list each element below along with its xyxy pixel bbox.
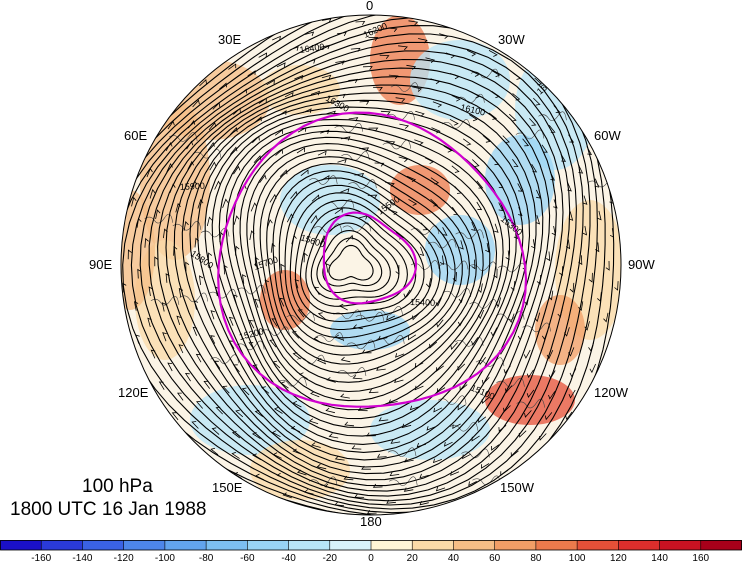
contour-label: 15400 bbox=[410, 297, 435, 308]
colorbar-tick-label: 100 bbox=[568, 553, 586, 564]
colorbar-swatch bbox=[288, 540, 331, 550]
colorbar-swatch bbox=[82, 540, 125, 550]
colorbar-swatch bbox=[247, 540, 290, 550]
colorbar-swatch bbox=[41, 540, 83, 550]
colorbar-tick-label: 20 bbox=[406, 553, 418, 564]
colorbar-tick-label: -40 bbox=[281, 553, 296, 564]
colorbar-tick-label: 60 bbox=[489, 553, 501, 564]
colorbar-tick-label: -80 bbox=[198, 553, 214, 564]
colorbar-swatch bbox=[412, 540, 454, 550]
colorbar-swatch bbox=[453, 540, 496, 550]
lon-label-60e: 60E bbox=[124, 128, 148, 143]
colorbar-tick-label: -160 bbox=[31, 553, 52, 564]
colorbar-tick-label: -140 bbox=[72, 553, 93, 564]
pressure-level: 100 hPa bbox=[82, 476, 153, 497]
contour-label: 15900 bbox=[180, 181, 206, 192]
lon-label-0: 0 bbox=[366, 0, 374, 13]
colorbar-swatch bbox=[0, 540, 42, 550]
colorbar-tick-label: 0 bbox=[368, 553, 374, 564]
colorbar-swatch bbox=[371, 540, 413, 550]
highlighted-contours bbox=[217, 111, 528, 408]
colorbar-tick-label: -120 bbox=[113, 553, 134, 564]
colorbar-swatch bbox=[123, 540, 166, 550]
colorbar-swatch bbox=[535, 540, 578, 550]
lon-label-180: 180 bbox=[360, 514, 382, 529]
colorbar-tick-label: 140 bbox=[651, 553, 668, 564]
colorbar bbox=[0, 540, 742, 551]
colorbar-tick-label: -20 bbox=[322, 553, 337, 564]
map-border bbox=[120, 14, 622, 516]
colorbar-tick-label: 80 bbox=[530, 553, 542, 564]
colorbar-tick-label: 40 bbox=[447, 553, 459, 564]
colorbar-tick-label: -100 bbox=[154, 553, 175, 564]
colorbar-swatch bbox=[659, 540, 702, 550]
colorbar-swatch bbox=[577, 540, 619, 550]
colorbar-swatch bbox=[329, 540, 372, 550]
lon-label-150e: 150E bbox=[212, 480, 243, 495]
lon-label-90w: 90W bbox=[628, 257, 655, 272]
colorbar-swatch bbox=[164, 540, 207, 550]
lon-label-30e: 30E bbox=[218, 32, 242, 47]
lon-label-150w: 150W bbox=[500, 480, 534, 495]
lon-label-90e: 90E bbox=[89, 257, 113, 272]
lon-label-120w: 120W bbox=[594, 385, 628, 400]
colorbar-tick-label: 120 bbox=[609, 553, 627, 564]
colorbar-swatch bbox=[206, 540, 248, 550]
colorbar-swatch bbox=[618, 540, 661, 550]
valid-time: 1800 UTC 16 Jan 1988 bbox=[10, 499, 207, 520]
lon-label-30w: 30W bbox=[498, 32, 525, 47]
lon-label-120e: 120E bbox=[118, 385, 149, 400]
colorbar-swatch bbox=[494, 540, 537, 550]
colorbar-tick-label: -60 bbox=[240, 553, 255, 564]
wind-barbs bbox=[122, 18, 619, 514]
lon-label-60w: 60W bbox=[594, 128, 621, 143]
polar-map: 16500 16400163001620016100160001590015800… bbox=[120, 14, 622, 516]
colorbar-swatch bbox=[700, 540, 742, 550]
colorbar-tick-label: 160 bbox=[692, 553, 710, 564]
contour-label: 16400 bbox=[299, 42, 325, 55]
coastlines bbox=[144, 68, 617, 486]
